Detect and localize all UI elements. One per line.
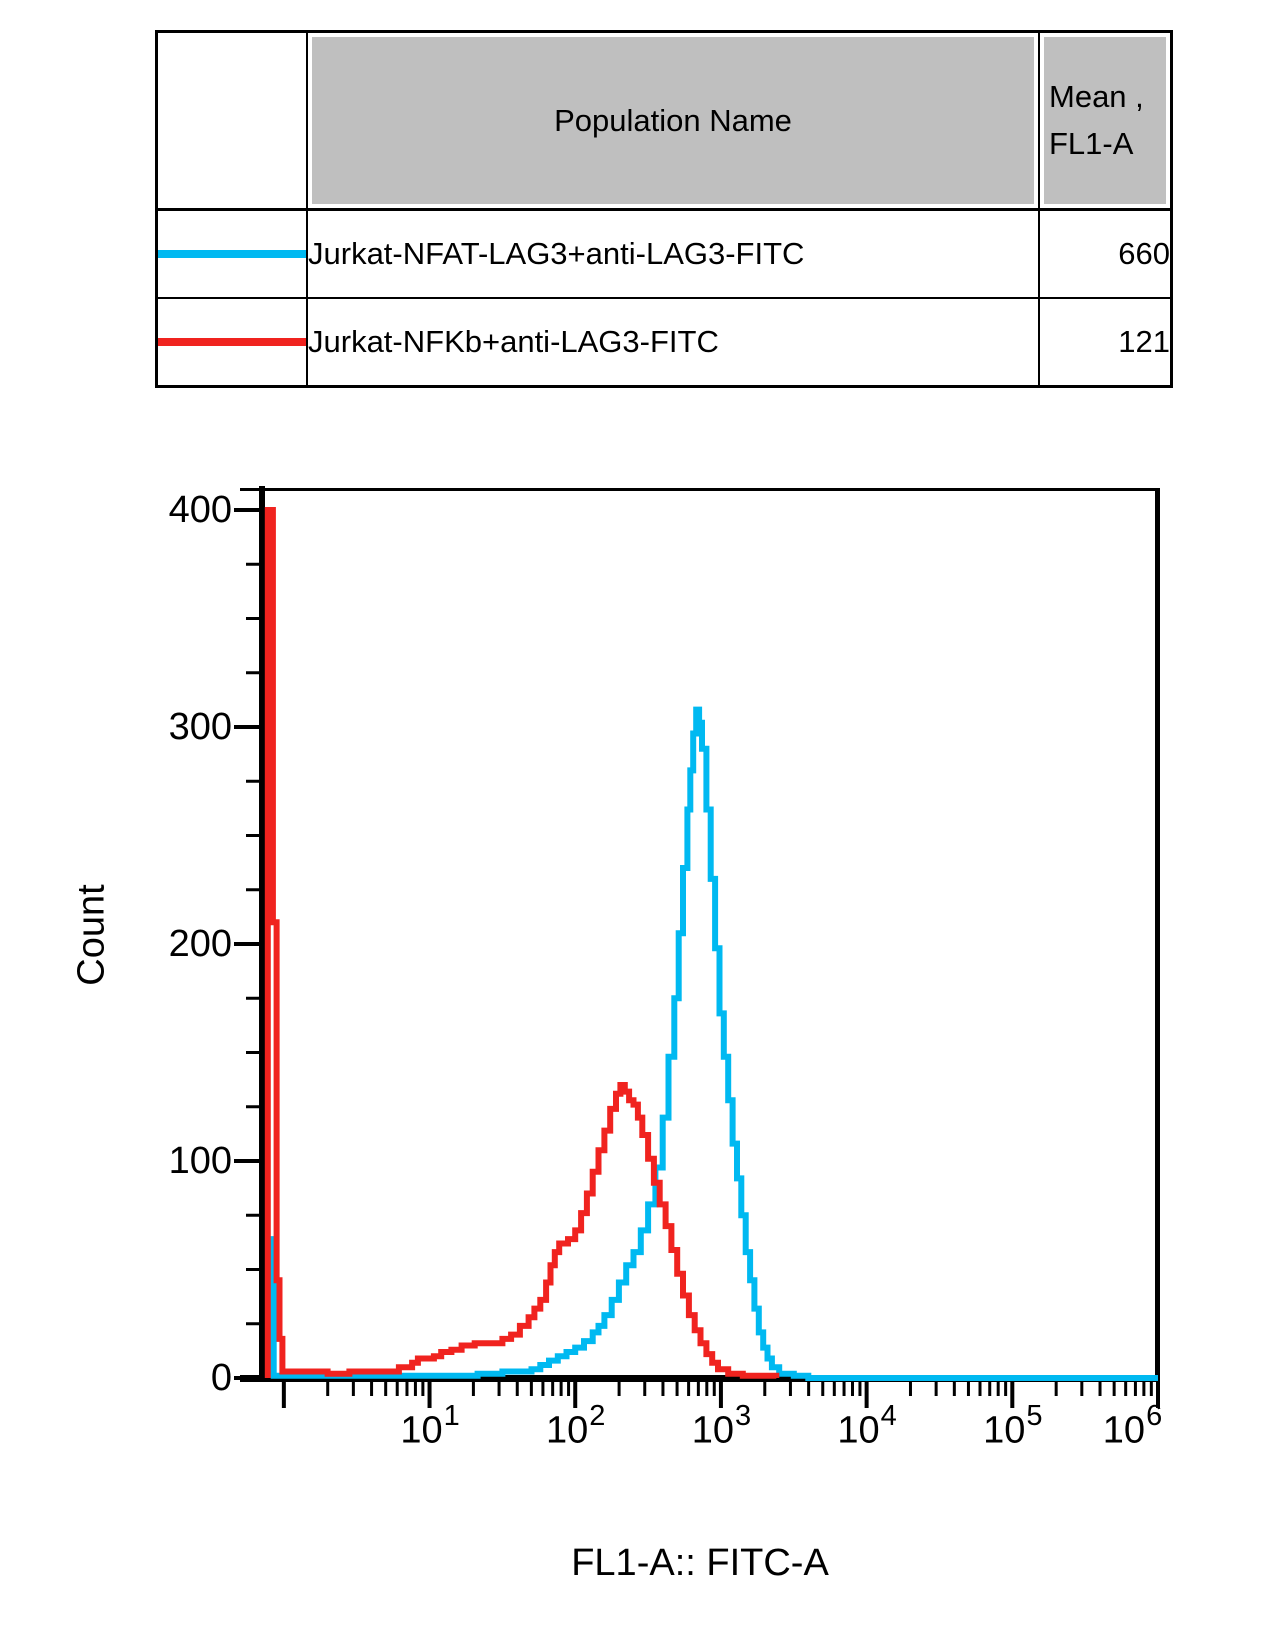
y-tick-label: 400 — [168, 489, 232, 531]
x-tick-base: 10 — [837, 1409, 880, 1452]
red-series-swatch — [158, 338, 306, 346]
legend-header-row: Population Name Mean , FL1-A — [155, 30, 1173, 211]
legend-table: Population Name Mean , FL1-A Jurkat-NFAT… — [155, 30, 1173, 388]
x-tick-exponent: 2 — [589, 1400, 606, 1432]
x-tick-exponent: 1 — [443, 1400, 460, 1432]
x-tick-exponent: 5 — [1026, 1400, 1043, 1432]
population-name: Jurkat-NFAT-LAG3+anti-LAG3-FITC — [306, 208, 1040, 299]
swatch-cell — [155, 297, 308, 388]
swatch-cell — [155, 208, 308, 299]
legend-row-nfkb: Jurkat-NFKb+anti-LAG3-FITC 121 — [155, 297, 1173, 388]
red-histogram-curve — [264, 507, 780, 1379]
legend-row-nfat-lag3: Jurkat-NFAT-LAG3+anti-LAG3-FITC 660 — [155, 208, 1173, 299]
legend-header-mean-cell: Mean , FL1-A — [1038, 30, 1173, 211]
x-tick-exponent: 6 — [1146, 1400, 1163, 1432]
mean-header-line2: FL1-A — [1049, 125, 1134, 161]
x-tick-exponent: 4 — [880, 1400, 897, 1432]
y-tick-label: 0 — [210, 1357, 232, 1399]
x-tick-label: 106 — [1102, 1400, 1162, 1453]
y-tick-label: 300 — [168, 706, 232, 748]
x-tick-label: 105 — [983, 1400, 1042, 1453]
x-tick-base: 10 — [691, 1409, 734, 1452]
x-tick-exponent: 3 — [734, 1400, 752, 1432]
y-axis-title: Count — [70, 884, 113, 986]
x-tick-label: 104 — [837, 1400, 896, 1453]
cyan-histogram-curve — [265, 706, 1158, 1381]
x-tick-base: 10 — [1102, 1409, 1146, 1452]
x-tick-base: 10 — [983, 1409, 1026, 1452]
y-tick-label: 100 — [168, 1140, 232, 1182]
mean-fl1a-header: Mean , FL1-A — [1044, 37, 1166, 204]
mean-value: 121 — [1038, 297, 1173, 388]
x-tick-base: 10 — [400, 1409, 443, 1452]
x-tick-label: 102 — [546, 1400, 605, 1453]
legend-header-population-cell: Population Name — [306, 30, 1040, 211]
population-name: Jurkat-NFKb+anti-LAG3-FITC — [306, 297, 1040, 388]
x-axis-title: FL1-A:: FITC-A — [571, 1542, 829, 1584]
mean-value: 660 — [1038, 208, 1173, 299]
legend-header-swatch-cell — [155, 30, 308, 211]
cyan-series-swatch — [158, 250, 306, 258]
x-tick-base: 10 — [546, 1409, 589, 1452]
x-tick-label: 103 — [691, 1400, 751, 1453]
population-name-header: Population Name — [312, 37, 1034, 204]
y-tick-label: 200 — [168, 923, 232, 965]
mean-header-line1: Mean , — [1049, 79, 1144, 114]
x-tick-label: 101 — [400, 1400, 459, 1453]
